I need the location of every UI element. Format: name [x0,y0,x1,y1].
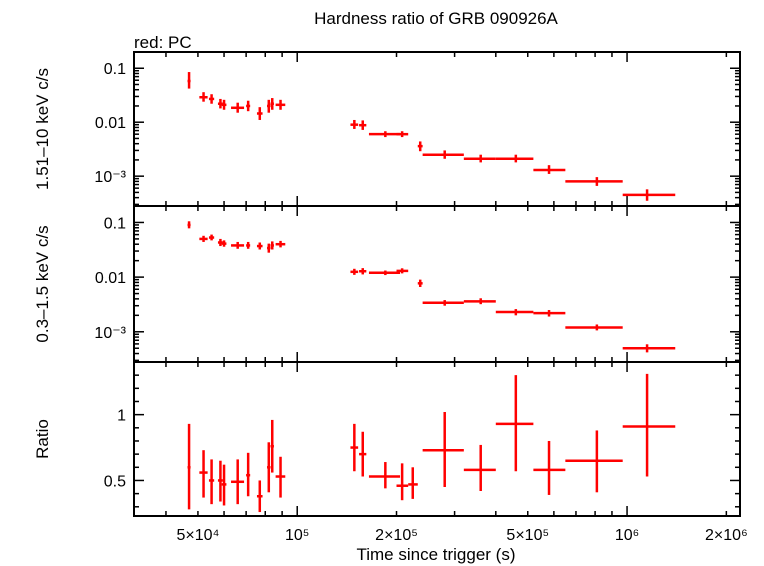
data-point [221,99,227,110]
y-tick-label: 0.5 [104,473,126,490]
data-point [359,431,367,477]
x-tick-label: 10⁶ [615,527,639,544]
data-point [495,154,534,163]
data-point [495,309,534,316]
y-tick-label: 0.1 [104,61,126,78]
data-point [533,310,566,317]
data-point [231,241,245,249]
panels: 0.1 0.01 10⁻³ 1.51–10 keV c/s 0.1 0.01 10⁻³ 0.3… [33,51,748,544]
data-point [350,268,359,275]
y-tick-label: 10⁻³ [94,325,126,342]
data-point [368,131,401,138]
data-point [187,423,191,510]
data-point [368,462,401,489]
data-point [408,467,418,499]
y-tick-label: 0.01 [95,115,126,132]
data-point [231,102,245,113]
data-point [533,440,566,495]
data-point [422,300,464,306]
chart-title: Hardness ratio of GRB 090926A [314,9,558,28]
data-point [422,412,464,488]
data-point [275,456,286,498]
data-point [199,92,208,102]
x-axis-label: Time since trigger (s) [356,545,515,564]
data-point [246,100,251,112]
data-point [495,375,534,472]
data-point [350,119,359,129]
data-point [565,177,623,186]
data-point [256,480,263,513]
panel-frame [133,205,741,363]
data-point [199,235,208,242]
data-point [270,241,274,250]
data-point [396,268,409,274]
y-tick-label: 0.1 [104,215,126,232]
data-point [622,373,676,477]
data-point [231,459,245,505]
data-point [275,240,286,248]
data-point [208,459,215,505]
data-point [217,460,223,502]
data-point [256,242,263,250]
panel-3: 0.5 1 Ratio [33,361,741,517]
data-point [622,344,676,353]
data-point [359,120,367,130]
data-point [422,150,464,159]
y-tick-label: 1 [117,408,126,425]
data-point [208,94,215,104]
data-point [208,234,215,241]
y-axis-label: 1.51–10 keV c/s [33,68,52,190]
data-point [275,99,286,110]
panel-frame [133,51,741,207]
data-point [246,452,251,497]
data-point [396,131,409,138]
data-point [565,324,623,331]
y-tick-label: 10⁻³ [94,169,126,186]
data-point [187,221,191,229]
data-point [187,72,191,89]
chart-subtitle: red: PC [134,33,192,52]
data-point [270,98,274,110]
data-point [267,442,271,493]
data-point [267,243,271,253]
panel-2: 0.1 0.01 10⁻³ 0.3–1.5 keV c/s [33,205,741,363]
data-point [463,298,496,305]
y-tick-label: 0.01 [95,270,126,287]
data-point [417,141,423,152]
x-tick-label: 10⁵ [285,527,309,544]
y-axis-label: Ratio [33,419,52,459]
data-point [350,423,359,472]
x-tick-label: 5×10⁴ [176,527,219,544]
panel-1: 0.1 0.01 10⁻³ 1.51–10 keV c/s [33,51,741,207]
data-point [256,107,263,120]
panel-frame [133,361,741,517]
data-point [463,154,496,163]
data-point [246,241,251,249]
data-point [368,270,401,276]
data-point [221,240,227,247]
data-point [270,419,274,473]
data-point [622,189,676,201]
x-tick-label: 5×10⁵ [506,527,549,544]
data-point [417,279,423,287]
data-point [267,99,271,113]
x-tick-label: 2×10⁵ [375,527,418,544]
data-point [565,430,623,493]
x-tick-label: 2×10⁶ [705,527,748,544]
y-axis-label: 0.3–1.5 keV c/s [33,225,52,342]
data-point [199,450,208,498]
data-point [396,463,409,501]
data-point [463,444,496,491]
data-point [359,268,367,275]
data-point [221,464,227,506]
data-point [533,165,566,174]
